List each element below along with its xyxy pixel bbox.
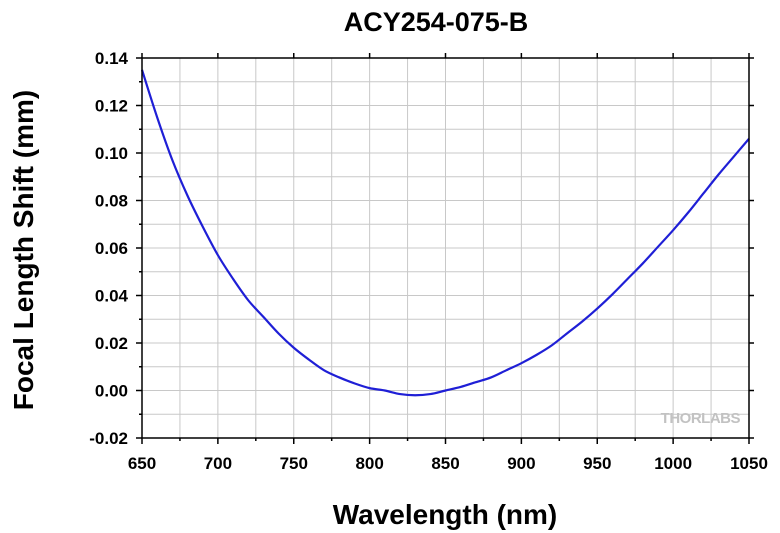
x-tick-label: 750	[280, 454, 308, 473]
y-tick-label: 0.02	[95, 334, 128, 353]
x-axis-label: Wavelength (nm)	[333, 499, 558, 530]
y-tick-label: 0.10	[95, 144, 128, 163]
y-tick-label: -0.02	[89, 429, 128, 448]
y-tick-label: 0.04	[95, 287, 129, 306]
x-tick-label: 650	[128, 454, 156, 473]
x-tick-label: 800	[355, 454, 383, 473]
y-tick-label: 0.08	[95, 192, 128, 211]
thorlabs-watermark: THORLABS	[661, 410, 741, 427]
x-tick-label: 850	[431, 454, 459, 473]
x-tick-labels: 650 700 750 800 850 900 950 1000 1050	[128, 454, 768, 473]
y-tick-label: 0.14	[95, 49, 129, 68]
x-tick-label: 900	[507, 454, 535, 473]
axis-ticks	[136, 53, 754, 444]
y-tick-labels: -0.02 0.00 0.02 0.04 0.06 0.08 0.10 0.12 0.14	[89, 49, 128, 448]
y-tick-label: 0.06	[95, 239, 128, 258]
x-tick-label: 1000	[654, 454, 692, 473]
focal-shift-curve	[140, 69, 750, 397]
chart-title: ACY254-075-B	[344, 7, 529, 37]
y-axis-label: Focal Length Shift (mm)	[8, 90, 39, 410]
series-layer	[140, 69, 750, 397]
x-tick-label: 700	[204, 454, 232, 473]
x-tick-label: 1050	[730, 454, 768, 473]
grid-lines	[142, 58, 749, 438]
y-tick-label: 0.12	[95, 97, 128, 116]
y-tick-label: 0.00	[95, 382, 128, 401]
x-tick-label: 950	[583, 454, 611, 473]
